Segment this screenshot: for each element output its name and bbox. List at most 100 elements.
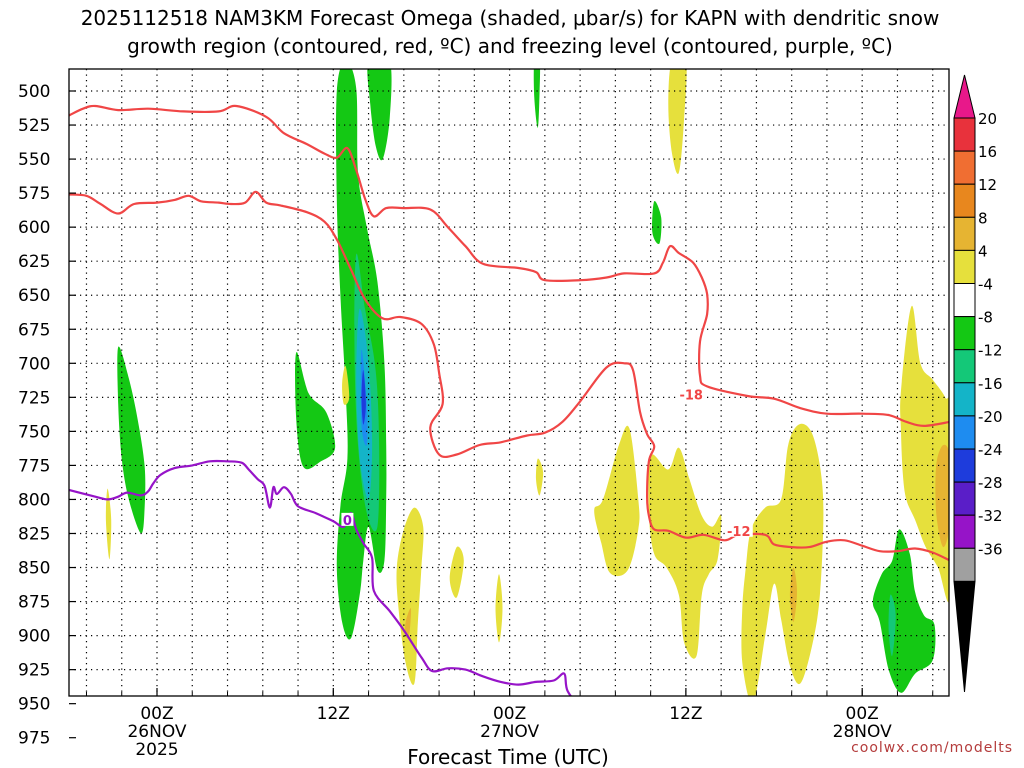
contour-layer: -18 -12 0 <box>69 104 949 696</box>
y-tick-550: 550 <box>18 150 50 170</box>
y-tick-975: 975 <box>18 729 50 749</box>
y-tick-650: 650 <box>18 286 50 306</box>
colorbar-bottom-arrow <box>953 580 976 693</box>
freezing-level-line-label-bg <box>341 512 354 526</box>
omega-area-0 <box>117 346 146 534</box>
omega-area-16 <box>652 200 662 245</box>
x-tick-label-0-1: 00Z <box>140 704 173 724</box>
y-tick-725: 725 <box>18 388 50 408</box>
isotherm-1-label: -12 <box>727 525 751 540</box>
colorbar-label-7: -12 <box>978 342 1003 360</box>
y-tick-825: 825 <box>18 524 50 544</box>
y-tick-800: 800 <box>18 490 50 510</box>
title-line-1: 2025112518 NAM3KM Forecast Omega (shaded… <box>81 6 940 30</box>
colorbar-label-11: -28 <box>978 474 1003 492</box>
y-tick-625: 625 <box>18 252 50 272</box>
colorbar-bin-0 <box>953 117 976 152</box>
credit-text: coolwx.com/modelts <box>851 740 1013 756</box>
y-tick-850: 850 <box>18 559 50 579</box>
x-tick-label-40-2: 28NOV <box>833 722 892 742</box>
colorbar-bin-6 <box>953 316 976 351</box>
omega-area-10 <box>396 507 424 686</box>
freezing-level-line-label: 0 <box>343 514 352 529</box>
y-tick-900: 900 <box>18 627 50 647</box>
omega-area-2 <box>295 352 336 470</box>
isotherm-1-label-bg <box>724 523 753 537</box>
colorbar-label-10: -24 <box>978 441 1003 459</box>
colorbar-bin-13 <box>953 547 976 582</box>
x-tick-label-10-1: 12Z <box>317 704 350 724</box>
colorbar: 20 16 12 8 4 -4 -8 -12 -16 -20 -24 -28 -32 -36 <box>953 74 1003 693</box>
colorbar-bin-9 <box>953 415 976 450</box>
omega-area-1 <box>105 488 112 560</box>
y-tick-500: 500 <box>18 82 50 102</box>
colorbar-label-8: -16 <box>978 375 1003 393</box>
y-tick-750: 750 <box>18 422 50 442</box>
omega-area-20 <box>741 423 824 696</box>
omega-area-7 <box>361 370 366 425</box>
colorbar-bin-12 <box>953 514 976 549</box>
omega-area-25 <box>888 594 896 657</box>
omega-area-12 <box>449 546 464 598</box>
y-tick-775: 775 <box>18 456 50 476</box>
colorbar-label-6: -8 <box>978 309 993 327</box>
omega-area-14 <box>535 458 544 496</box>
colorbar-bin-10 <box>953 448 976 483</box>
omega-area-17 <box>594 425 640 577</box>
x-tick-label-20-1: 00Z <box>493 704 526 724</box>
x-tick-label-30-1: 12Z <box>669 704 702 724</box>
omega-area-19 <box>668 69 687 174</box>
omega-area-23 <box>935 444 949 548</box>
colorbar-label-9: -20 <box>978 408 1003 426</box>
omega-area-15 <box>533 69 541 128</box>
isotherm-0-label-bg <box>677 387 706 401</box>
grid-lines <box>69 69 949 696</box>
y-tick-875: 875 <box>18 593 50 613</box>
colorbar-label-3: 8 <box>978 209 988 227</box>
y-tick-600: 600 <box>18 218 50 238</box>
freezing-level-line <box>69 459 573 696</box>
colorbar-bin-7 <box>953 349 976 384</box>
colorbar-bin-2 <box>953 183 976 218</box>
x-axis-label: Forecast Time (UTC) <box>407 745 609 768</box>
omega-area-9 <box>367 69 392 161</box>
omega-area-18 <box>648 447 722 659</box>
y-tick-675: 675 <box>18 320 50 340</box>
omega-area-24 <box>872 529 936 693</box>
chart-title: 2025112518 NAM3KM Forecast Omega (shaded… <box>81 6 940 58</box>
omega-area-8 <box>342 365 350 405</box>
omega-area-11 <box>405 608 412 639</box>
omega-shading-layer <box>105 69 949 696</box>
y-tick-925: 925 <box>18 661 50 681</box>
colorbar-label-4: 4 <box>978 242 988 260</box>
x-tick-label-20-2: 27NOV <box>480 722 539 742</box>
colorbar-bin-1 <box>953 150 976 185</box>
colorbar-bin-3 <box>953 216 976 251</box>
title-line-2: growth region (contoured, red, ºC) and f… <box>127 34 893 58</box>
y-tick-950: 950 <box>18 695 50 715</box>
colorbar-label-13: -36 <box>978 540 1003 558</box>
y-axis: 500 525 550 575 600 625 650 675 700 725 750 775 800 8… <box>18 82 76 749</box>
colorbar-bin-11 <box>953 481 976 516</box>
isotherm-0 <box>69 104 949 427</box>
plot-area: -18 -12 0 <box>69 69 949 696</box>
omega-area-13 <box>495 574 503 643</box>
x-tick-label-0-3: 2025 <box>135 740 178 760</box>
x-tick-label-0-2: 26NOV <box>127 722 186 742</box>
colorbar-bin-8 <box>953 382 976 417</box>
colorbar-label-0: 20 <box>978 110 997 128</box>
x-tick-label-40-1: 00Z <box>846 704 879 724</box>
isotherm-0-label: -18 <box>679 389 703 404</box>
colorbar-label-2: 12 <box>978 176 997 194</box>
y-tick-525: 525 <box>18 116 50 136</box>
colorbar-bin-4 <box>953 249 976 284</box>
colorbar-label-5: -4 <box>978 276 993 294</box>
y-tick-575: 575 <box>18 184 50 204</box>
colorbar-label-1: 16 <box>978 143 997 161</box>
isotherm-1 <box>69 190 949 562</box>
y-tick-700: 700 <box>18 354 50 374</box>
omega-area-22 <box>900 306 949 603</box>
colorbar-label-12: -32 <box>978 507 1003 525</box>
